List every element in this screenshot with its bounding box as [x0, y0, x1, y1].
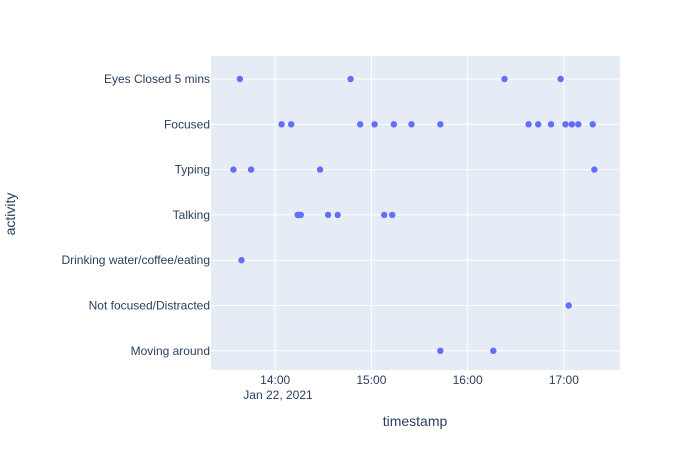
data-point [389, 211, 396, 219]
x-tick-label: 17:00 [549, 373, 579, 387]
data-point [568, 121, 576, 128]
data-point [238, 257, 245, 264]
x-axis-title: timestamp [383, 413, 448, 429]
data-point [565, 302, 572, 309]
data-point [334, 211, 341, 219]
data-point [535, 121, 542, 128]
x-date-label: Jan 22, 2021 [243, 388, 313, 402]
data-point [247, 166, 255, 173]
data-point [316, 166, 324, 173]
y-tick-label: Moving around [131, 344, 210, 358]
y-tick-label: Typing [175, 163, 210, 177]
y-tick-label: Drinking water/coffee/eating [61, 253, 210, 267]
y-tick-label: Focused [164, 117, 210, 131]
x-tick-label: 15:00 [356, 373, 386, 387]
data-point [236, 75, 244, 83]
data-point [287, 121, 295, 128]
plot-background [211, 56, 620, 370]
data-point [575, 121, 582, 128]
data-point [324, 211, 332, 219]
data-point [356, 121, 364, 128]
x-tick-label: 16:00 [453, 373, 483, 387]
y-tick-label: Not focused/Distracted [89, 299, 210, 313]
x-tick-labels: 14:00 15:00 16:00 17:00 [260, 373, 579, 387]
data-point [230, 166, 237, 173]
data-point [371, 121, 378, 128]
data-point [591, 166, 598, 173]
x-tick-label: 14:00 [260, 373, 290, 387]
data-point [390, 121, 398, 128]
y-tick-label: Talking [173, 208, 210, 222]
data-point [547, 121, 555, 128]
data-point [381, 211, 388, 219]
data-point [490, 347, 497, 354]
data-point [297, 211, 305, 219]
data-point [562, 121, 569, 128]
y-axis-title: activity [2, 193, 18, 236]
data-point [437, 121, 444, 128]
data-point [347, 75, 354, 83]
y-tick-labels: Eyes Closed 5 mins Focused Typing Talking Dr… [61, 72, 210, 358]
data-point [278, 121, 285, 128]
data-point [557, 75, 564, 83]
data-point [589, 121, 596, 128]
data-point [525, 121, 532, 128]
data-point [408, 121, 415, 128]
data-point [437, 347, 444, 354]
data-point [501, 75, 508, 83]
points-layer [230, 75, 598, 354]
y-tick-label: Eyes Closed 5 mins [104, 72, 210, 86]
